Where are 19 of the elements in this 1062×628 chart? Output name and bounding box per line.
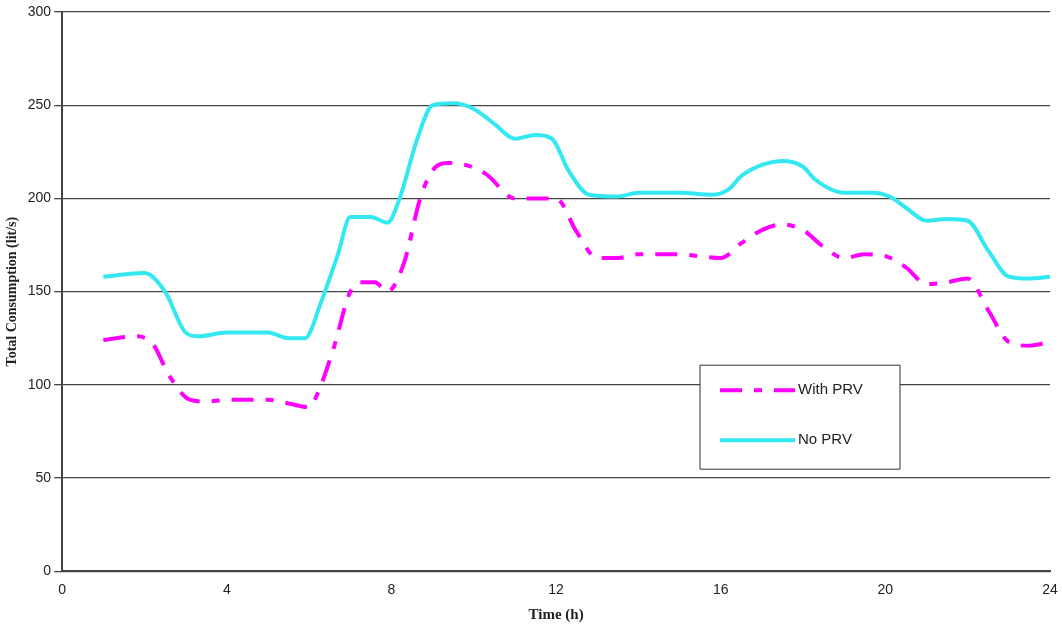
y-tick-label: 50 — [35, 468, 52, 485]
legend-label: With PRV — [798, 380, 863, 398]
x-tick-label: 12 — [548, 581, 565, 598]
x-tick-label: 24 — [1042, 581, 1058, 598]
x-tick-label: 16 — [712, 581, 729, 598]
legend-label: No PRV — [798, 430, 852, 448]
y-tick-label: 200 — [27, 189, 52, 206]
y-tick-label: 300 — [27, 2, 52, 19]
x-tick-label: 20 — [877, 581, 894, 598]
y-tick-label: 0 — [43, 562, 52, 579]
y-tick-label: 150 — [27, 282, 52, 299]
x-tick-label: 0 — [58, 581, 67, 598]
x-tick-label: 4 — [222, 581, 231, 598]
y-tick-label: 100 — [27, 375, 52, 392]
y-axis-title: Total Consumption (lit/s) — [4, 216, 21, 367]
x-axis-title: Time (h) — [528, 605, 584, 623]
x-tick-label: 8 — [387, 581, 396, 598]
line-series — [101, 101, 1050, 341]
y-tick-label: 250 — [27, 96, 52, 113]
